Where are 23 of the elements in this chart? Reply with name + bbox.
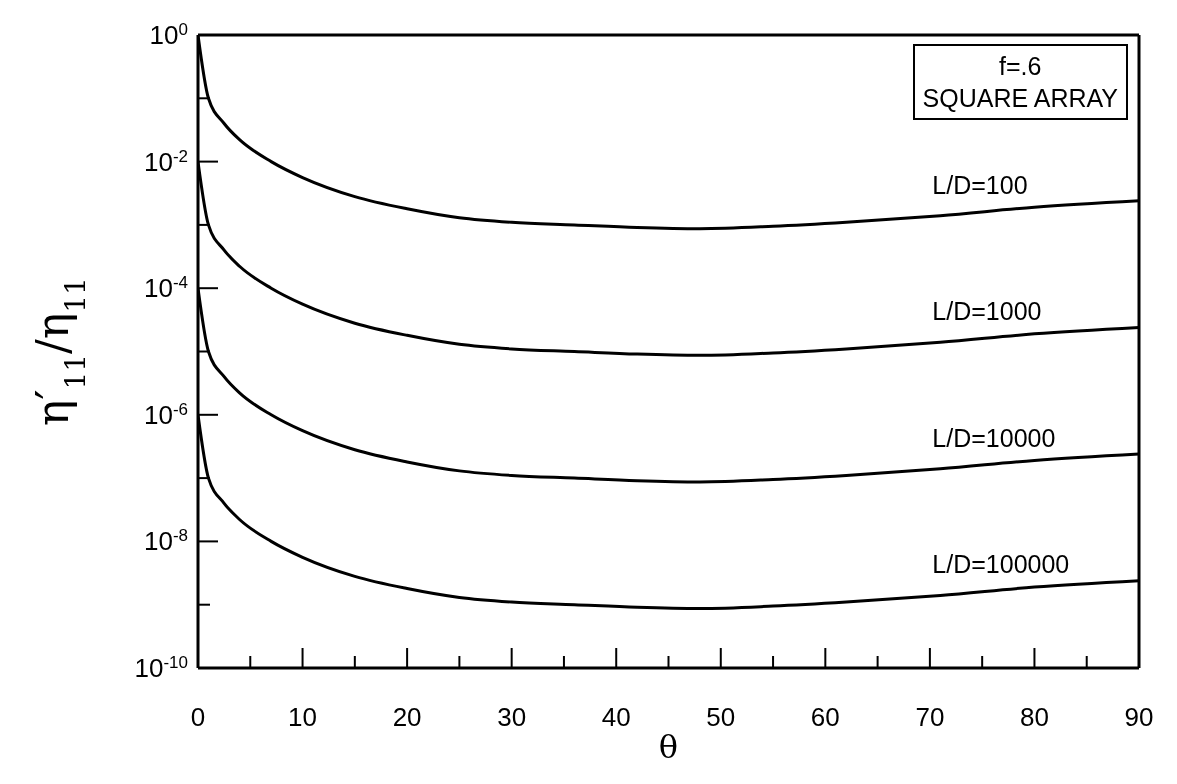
- y-tick-label: 10$^{-10}$: [134, 652, 188, 683]
- annotation: f=.6: [998, 51, 1043, 82]
- annotation: SQUARE ARRAY: [922, 83, 1118, 114]
- y-tick-label: 10$^{0}$: [149, 19, 188, 50]
- y-tick-label: 10$^{-6}$: [143, 399, 188, 430]
- x-tick-label: 20: [392, 702, 422, 732]
- x-tick-label: 60: [810, 702, 840, 732]
- x-tick-label: 80: [1019, 702, 1049, 732]
- x-tick-label: 50: [706, 702, 736, 732]
- y-tick-label: 10$^{-8}$: [143, 525, 188, 557]
- y-tick-label: 10$^{-2}$: [143, 146, 188, 177]
- y-tick-label: 10$^{-4}$: [143, 272, 188, 304]
- x-axis-title: θ: [658, 728, 679, 766]
- series-label: L/D=100: [932, 170, 1028, 199]
- x-tick-label: 10: [288, 702, 318, 732]
- series-label: L/D=10000: [932, 423, 1056, 452]
- x-tick-label: 70: [915, 702, 945, 732]
- x-tick-label: 30: [497, 702, 527, 732]
- x-tick-label: 90: [1124, 702, 1154, 732]
- series-label: L/D=100000: [932, 550, 1070, 579]
- series-label: L/D=1000: [932, 297, 1042, 326]
- x-tick-label: 40: [601, 702, 631, 732]
- x-tick-label: 0: [190, 702, 206, 732]
